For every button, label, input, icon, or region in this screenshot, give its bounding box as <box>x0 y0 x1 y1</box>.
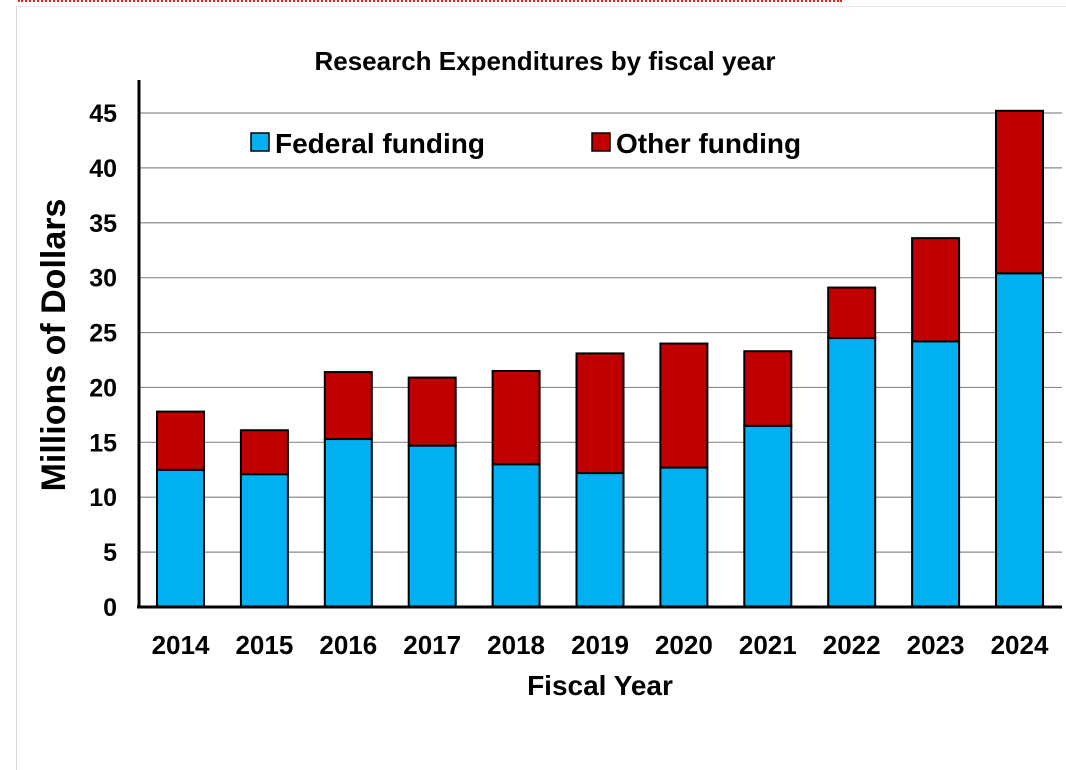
x-tick-label: 2021 <box>739 630 797 660</box>
x-tick-label: 2016 <box>319 630 377 660</box>
x-tick-label: 2017 <box>403 630 461 660</box>
y-tick-label: 40 <box>89 155 117 183</box>
x-tick-label: 2014 <box>152 630 210 660</box>
y-tick-label: 35 <box>89 210 117 238</box>
y-tick-label: 15 <box>89 429 117 457</box>
bar-other-2019 <box>575 352 625 475</box>
panel-edge-left <box>16 6 17 770</box>
x-tick-label: 2019 <box>571 630 629 660</box>
bar-other-2021 <box>743 350 793 427</box>
bar-federal-2023 <box>911 340 961 608</box>
y-tick-label: 30 <box>89 265 117 293</box>
x-tick-labels: 2014 2015 2016 2017 2018 2019 2020 2021 2022 2023… <box>152 630 1049 660</box>
bar-other-2020 <box>659 342 709 469</box>
bar-federal-2021 <box>743 424 793 608</box>
y-tick-label: 10 <box>89 484 117 512</box>
bar-federal-2022 <box>827 337 877 608</box>
x-tick-label: 2022 <box>823 630 881 660</box>
x-tick-label: 2020 <box>655 630 713 660</box>
bar-other-2014 <box>156 410 205 471</box>
legend-label-federal: Federal funding <box>275 128 485 159</box>
bars <box>156 109 1044 609</box>
bar-federal-2024 <box>995 272 1044 608</box>
bar-federal-2015 <box>239 473 289 608</box>
bar-other-2017 <box>407 376 457 447</box>
y-tick-label: 5 <box>103 539 117 567</box>
x-tick-label: 2015 <box>235 630 293 660</box>
dotted-divider <box>18 0 842 2</box>
legend: Federal funding Other funding <box>250 128 801 159</box>
bar-federal-2020 <box>659 466 709 608</box>
bar-other-2022 <box>827 286 877 340</box>
bar-federal-2014 <box>156 468 205 608</box>
chart-title: Research Expenditures by fiscal year <box>314 46 775 76</box>
bar-other-2018 <box>491 369 541 466</box>
bar-other-2024 <box>995 109 1044 275</box>
panel-edge-top <box>16 6 1066 7</box>
legend-label-other: Other funding <box>616 128 801 159</box>
y-tick-labels: 0 5 10 15 20 25 30 35 40 45 <box>89 100 117 622</box>
bar-other-2023 <box>911 237 961 343</box>
x-tick-label: 2024 <box>991 630 1049 660</box>
y-tick-label: 0 <box>103 594 117 622</box>
y-tick-label: 25 <box>89 320 117 348</box>
bar-other-2015 <box>239 429 289 476</box>
bar-federal-2016 <box>323 438 373 609</box>
x-tick-label: 2018 <box>487 630 545 660</box>
bar-federal-2018 <box>491 463 541 608</box>
x-tick-label: 2023 <box>907 630 965 660</box>
y-tick-label: 20 <box>89 374 117 402</box>
x-axis-title: Fiscal Year <box>527 670 673 701</box>
bar-other-2016 <box>323 371 373 441</box>
bar-federal-2019 <box>575 472 625 608</box>
y-axis-title: Millions of Dollars <box>35 199 73 492</box>
bar-federal-2017 <box>407 444 457 609</box>
legend-swatch-other <box>591 132 611 152</box>
legend-swatch-federal <box>250 132 270 152</box>
y-tick-label: 45 <box>89 100 117 128</box>
